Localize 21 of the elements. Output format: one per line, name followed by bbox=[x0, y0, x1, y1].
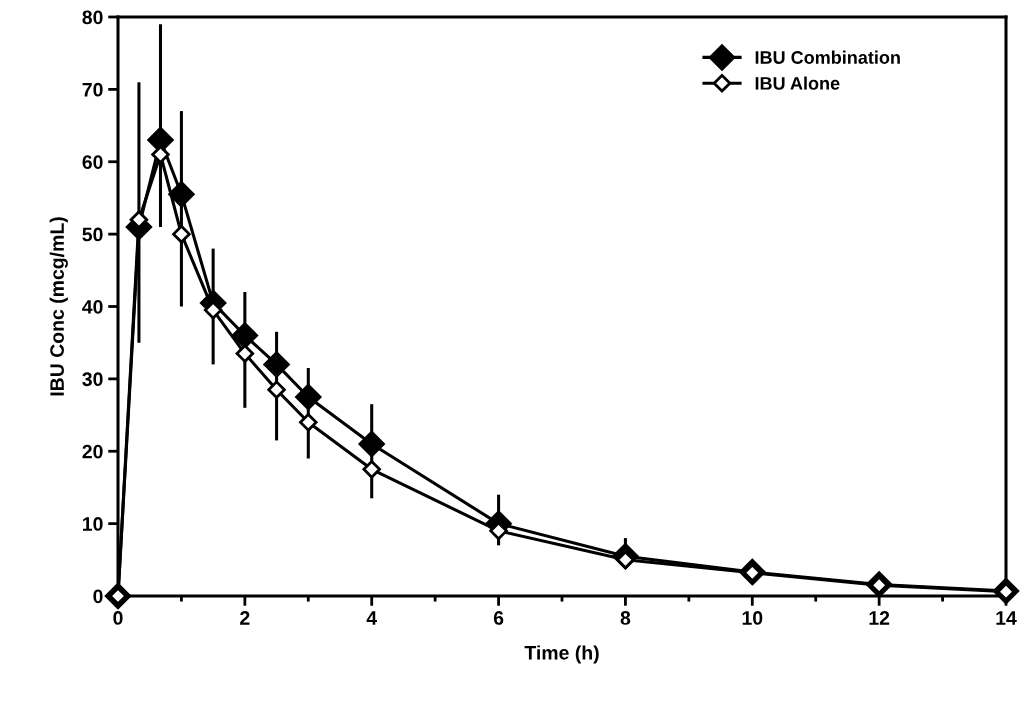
y-tick-label: 80 bbox=[82, 10, 103, 25]
x-tick-label: 14 bbox=[996, 611, 1017, 625]
x-tick-label: 0 bbox=[113, 611, 123, 625]
x-tick-label: 4 bbox=[366, 611, 378, 625]
y-tick-label: 20 bbox=[82, 444, 103, 459]
x-tick-label: 8 bbox=[620, 611, 631, 625]
y-tick-label: 70 bbox=[82, 82, 103, 97]
y-tick-label: 40 bbox=[82, 299, 103, 314]
y-axis-title: IBU Conc (mcg/mL) bbox=[49, 217, 68, 396]
y-tick-label: 50 bbox=[82, 227, 103, 242]
y-tick-label: 10 bbox=[83, 517, 103, 531]
x-tick-label: 12 bbox=[869, 611, 890, 625]
y-tick-label: 60 bbox=[82, 155, 103, 169]
x-tick-label: 10 bbox=[742, 611, 763, 625]
x-axis-title: Time (h) bbox=[524, 645, 599, 664]
legend-label: IBU Combination bbox=[755, 50, 900, 64]
x-tick-label: 2 bbox=[240, 611, 250, 625]
x-tick-label: 6 bbox=[493, 611, 504, 625]
y-tick-label: 0 bbox=[93, 589, 103, 604]
y-tick-label: 30 bbox=[82, 372, 103, 387]
legend-label: IBU Alone bbox=[755, 76, 840, 90]
